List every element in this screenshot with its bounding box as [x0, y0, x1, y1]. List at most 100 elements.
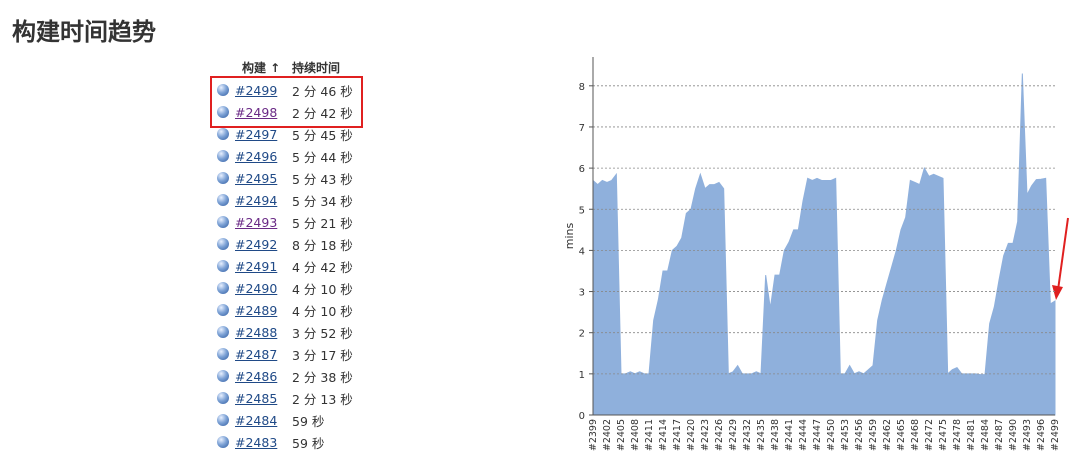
build-link[interactable]: #2489 — [235, 302, 278, 318]
x-tick-label: #2432 — [742, 419, 753, 451]
build-link[interactable]: #2497 — [235, 126, 278, 142]
highlight-box — [210, 76, 363, 128]
x-tick-label: #2499 — [1050, 419, 1061, 451]
table-row: #2499 2 分 46 秒 — [217, 79, 353, 101]
x-tick-label: #2429 — [728, 419, 739, 451]
duration: 5 分 21 秒 — [292, 215, 353, 231]
page-title: 构建时间趋势 — [12, 18, 156, 46]
area — [592, 73, 1056, 416]
x-tick-label: #2399 — [588, 419, 599, 451]
status-icon — [217, 238, 229, 250]
x-tick-label: #2462 — [882, 419, 893, 451]
column-header: 持续时间 — [292, 61, 341, 75]
build-link[interactable]: #2494 — [235, 192, 278, 208]
x-tick-label: #2481 — [966, 419, 977, 451]
x-tick-label: #2484 — [980, 419, 991, 451]
build-link[interactable]: #2485 — [235, 390, 278, 406]
table-row: #2483 59 秒 — [217, 431, 324, 453]
status-icon — [217, 282, 229, 294]
build-link[interactable]: #2495 — [235, 170, 278, 186]
status-icon — [217, 150, 229, 162]
table-row: #2498 2 分 42 秒 — [217, 101, 353, 123]
status-icon — [217, 106, 229, 118]
table-row: #2494 5 分 34 秒 — [217, 189, 353, 211]
duration: 5 分 34 秒 — [292, 193, 353, 209]
table-row: #2495 5 分 43 秒 — [217, 167, 353, 189]
table-row: #2487 3 分 17 秒 — [217, 343, 353, 365]
x-tick-label: #2478 — [952, 419, 963, 451]
x-tick-label: #2450 — [826, 419, 837, 451]
duration: 2 分 46 秒 — [292, 83, 353, 99]
build-link[interactable]: #2499 — [235, 82, 278, 98]
duration: 4 分 10 秒 — [292, 303, 353, 319]
build-link[interactable]: #2493 — [235, 214, 278, 230]
build-link[interactable]: #2486 — [235, 368, 278, 384]
duration: 4 分 42 秒 — [292, 259, 353, 275]
x-tick-label: #2405 — [616, 419, 627, 451]
status-icon — [217, 172, 229, 184]
status-icon — [217, 128, 229, 140]
x-tick-label: #2456 — [854, 419, 865, 451]
y-tick-label: 8 — [579, 82, 585, 93]
status-icon — [217, 370, 229, 382]
build-link[interactable]: #2490 — [235, 280, 278, 296]
status-icon — [217, 260, 229, 272]
x-tick-label: #2490 — [1008, 419, 1019, 451]
y-tick-label: 5 — [579, 205, 585, 216]
x-tick-label: #2444 — [798, 419, 809, 451]
x-tick-label: #2402 — [602, 419, 613, 451]
y-tick-label: 3 — [579, 288, 585, 299]
x-tick-label: #2475 — [938, 419, 949, 451]
x-tick-label: #2465 — [896, 419, 907, 451]
build-link[interactable]: #2488 — [235, 324, 278, 340]
column-header[interactable]: 构建 ↑ — [242, 61, 281, 75]
status-icon — [217, 436, 229, 448]
table-row: #2496 5 分 44 秒 — [217, 145, 353, 167]
duration: 59 秒 — [292, 413, 325, 429]
x-tick-label: #2487 — [994, 419, 1005, 451]
table-row: #2493 5 分 21 秒 — [217, 211, 353, 233]
duration: 2 分 38 秒 — [292, 369, 353, 385]
table-row: #2488 3 分 52 秒 — [217, 321, 353, 343]
x-tick-label: #2447 — [812, 419, 823, 451]
build-link[interactable]: #2483 — [235, 434, 278, 450]
duration: 59 秒 — [292, 435, 325, 451]
build-link[interactable]: #2498 — [235, 104, 278, 120]
status-icon — [217, 194, 229, 206]
y-tick-label: 1 — [579, 370, 585, 381]
x-tick-label: #2426 — [714, 419, 725, 451]
status-icon — [217, 326, 229, 338]
build-link[interactable]: #2484 — [235, 412, 278, 428]
y-tick-label: 7 — [579, 123, 585, 134]
duration: 4 分 10 秒 — [292, 281, 353, 297]
red-arrow — [1052, 217, 1069, 300]
x-tick-label: #2408 — [630, 419, 641, 451]
y-tick-label: 6 — [579, 164, 585, 175]
duration: 3 分 17 秒 — [292, 347, 353, 363]
y-tick-label: 4 — [579, 246, 585, 257]
table-row: #2497 5 分 45 秒 — [217, 123, 353, 145]
x-tick-label: #2472 — [924, 419, 935, 451]
x-tick-label: #2438 — [770, 419, 781, 451]
x-tick-label: #2453 — [840, 419, 851, 451]
x-tick-label: #2441 — [784, 419, 795, 451]
status-icon — [217, 348, 229, 360]
build-link[interactable]: #2487 — [235, 346, 278, 362]
table-row: #2489 4 分 10 秒 — [217, 299, 353, 321]
status-icon — [217, 392, 229, 404]
build-link[interactable]: #2492 — [235, 236, 278, 252]
build-link[interactable]: #2496 — [235, 148, 278, 164]
duration: 3 分 52 秒 — [292, 325, 353, 341]
duration: 5 分 44 秒 — [292, 149, 353, 165]
x-tick-label: #2435 — [756, 419, 767, 451]
y-axis-label: mins — [563, 222, 576, 249]
y-tick-label: 0 — [579, 411, 585, 422]
x-tick-label: #2423 — [700, 419, 711, 451]
status-icon — [217, 304, 229, 316]
x-tick-label: #2420 — [686, 419, 697, 451]
build-link[interactable]: #2491 — [235, 258, 278, 274]
x-tick-label: #2468 — [910, 419, 921, 451]
table-row: #2484 59 秒 — [217, 409, 324, 431]
